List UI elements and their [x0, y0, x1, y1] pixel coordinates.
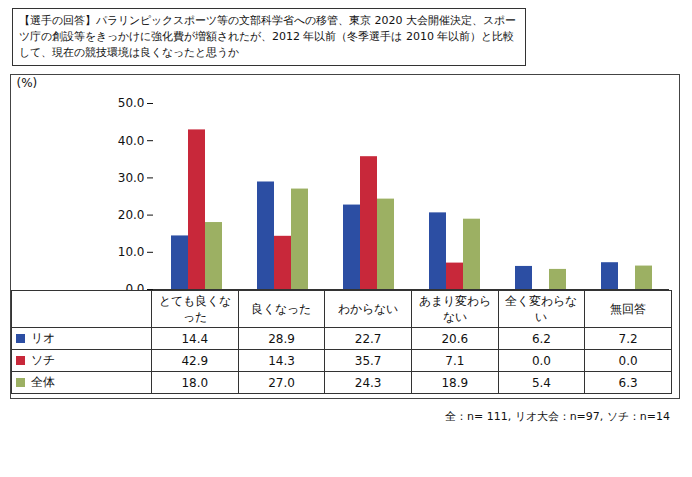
svg-text:40.0: 40.0	[118, 134, 145, 148]
svg-text:30.0: 30.0	[118, 171, 145, 185]
html-text:ソチ: ソチ	[31, 353, 55, 367]
html-text:5.4: 5.4	[531, 375, 551, 390]
html-text:あまり変わらない: あまり変わらない	[418, 294, 491, 324]
html-text:14.3: 14.3	[268, 353, 295, 368]
html-text:7.1: 7.1	[445, 353, 465, 368]
svg-text:(%): (%)	[17, 76, 38, 90]
svg-text:10.0: 10.0	[118, 245, 145, 259]
html-text:リオ: リオ	[31, 331, 55, 345]
html-text:6.2: 6.2	[531, 331, 551, 346]
html-text:42.9: 42.9	[181, 353, 209, 368]
html-text:全体: 全体	[31, 375, 55, 389]
html-text:27.0: 27.0	[268, 375, 295, 390]
html-text:良くなった: 良くなった	[251, 302, 312, 316]
html-text:18.0: 18.0	[181, 375, 209, 390]
svg-text:20.0: 20.0	[118, 208, 145, 222]
html-text:28.9: 28.9	[268, 331, 295, 346]
html-text:24.3: 24.3	[354, 375, 382, 390]
html-text:22.7: 22.7	[354, 331, 382, 346]
html-text:6.3: 6.3	[618, 375, 638, 390]
html-text:全く変わらない: 全く変わらない	[505, 294, 578, 324]
html-text:無回答: 無回答	[610, 302, 647, 316]
html-text:18.9: 18.9	[441, 375, 469, 390]
svg-text:0.0: 0.0	[125, 282, 144, 290]
html-text:20.6: 20.6	[441, 331, 469, 346]
html-text:わからない: わからない	[338, 302, 399, 316]
html-text:0.0: 0.0	[618, 353, 638, 368]
svg-text:50.0: 50.0	[118, 96, 145, 110]
html-text:7.2: 7.2	[618, 331, 638, 346]
html-text:14.4: 14.4	[181, 331, 209, 346]
html-text:0.0: 0.0	[531, 353, 551, 368]
html-text:35.7: 35.7	[354, 353, 382, 368]
html-text:とても良くなった: とても良くなった	[158, 294, 231, 324]
html-text:全：n= 111, リオ大会：n=97, ソチ：n=14: 全：n= 111, リオ大会：n=97, ソチ：n=14	[445, 410, 670, 423]
html-text:【選手の回答】パラリンピックスポーツ等の文部科学省への移管、: 【選手の回答】パラリンピックスポーツ等の文部科学省への移管、東京 2020 大会…	[19, 14, 516, 59]
